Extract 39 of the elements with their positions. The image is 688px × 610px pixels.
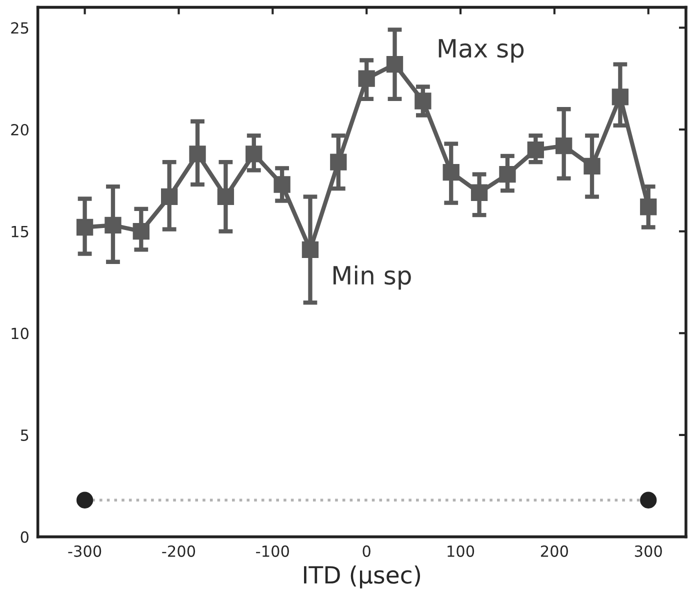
- y-tick-label: 0: [20, 531, 28, 543]
- point: [584, 158, 600, 174]
- point: [274, 176, 290, 193]
- point: [104, 216, 122, 234]
- annotation: Min sp: [334, 265, 411, 290]
- y-tick-label: 15: [12, 226, 28, 238]
- point: [527, 142, 544, 158]
- point: [132, 222, 150, 240]
- y-tick-label: 20: [11, 124, 28, 136]
- point: [330, 154, 347, 170]
- y-tick-label: 25: [11, 22, 28, 34]
- point: [76, 218, 94, 236]
- point: [640, 492, 657, 508]
- x-tick-label: -300: [68, 545, 102, 557]
- point: [161, 188, 178, 206]
- point: [358, 70, 375, 87]
- point: [640, 198, 657, 216]
- annotation: Max sp: [438, 39, 524, 63]
- point: [470, 184, 488, 201]
- point: [189, 146, 206, 162]
- point: [442, 164, 460, 181]
- point: [386, 56, 404, 73]
- point: [612, 88, 629, 106]
- x-tick-label: 100: [448, 545, 474, 557]
- x-tick-label: 0: [362, 545, 370, 557]
- y-tick-label: 10: [12, 328, 28, 340]
- x-tick-label: -200: [162, 545, 196, 557]
- point: [414, 92, 432, 110]
- point: [246, 146, 262, 162]
- x-tick-label: -100: [256, 545, 289, 557]
- x-axis-title: ITD (μsec): [304, 566, 420, 588]
- point: [555, 137, 572, 154]
- y-tick-label: 5: [20, 430, 28, 441]
- point: [302, 241, 319, 258]
- point: [499, 166, 516, 183]
- point: [76, 492, 94, 508]
- point: [217, 188, 234, 206]
- x-tick-label: 300: [634, 545, 662, 557]
- x-tick-label: 200: [540, 545, 568, 557]
